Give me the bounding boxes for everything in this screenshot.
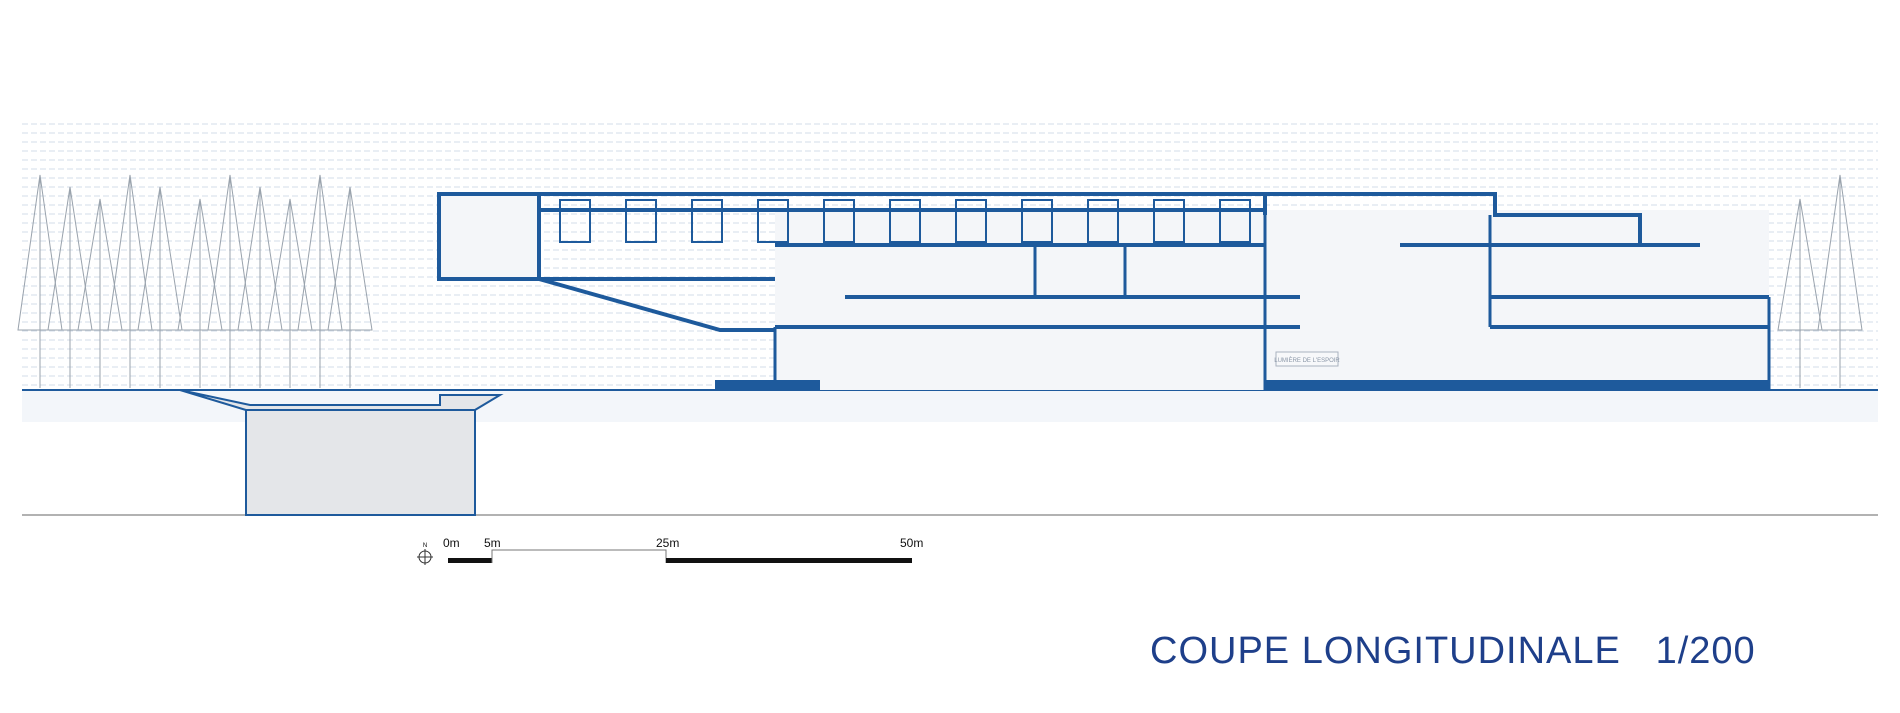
tree: [137, 186, 183, 388]
building: [437, 192, 1771, 390]
tree: [207, 174, 253, 388]
tree: [17, 174, 63, 388]
tree: [267, 198, 313, 388]
lumiere-sign: LUMIÈRE DE L'ESPOIR: [1274, 351, 1340, 367]
roof-bay: [757, 199, 789, 243]
roof-bay: [691, 199, 723, 243]
roof-bay: [1087, 199, 1119, 243]
scale-label-25: 25m: [656, 536, 680, 550]
roof-bay: [625, 199, 657, 243]
tree: [77, 198, 123, 388]
trees-left: [17, 174, 1863, 388]
tree: [1777, 198, 1823, 388]
scale-bar: [448, 549, 912, 563]
north-label: N: [423, 543, 427, 549]
scale-label-50: 50m: [900, 536, 924, 550]
scale-text: 1/200: [1655, 630, 1756, 672]
drawing-title: COUPE LONGITUDINALE 1/200: [1150, 630, 1756, 673]
roof-bay: [1219, 199, 1251, 243]
roof-bay: [1021, 199, 1053, 243]
title-text: COUPE LONGITUDINALE: [1150, 630, 1621, 672]
tree: [327, 186, 373, 388]
tree: [297, 174, 343, 388]
sign-text: LUMIÈRE DE L'ESPOIR: [1274, 357, 1340, 364]
tree: [237, 186, 283, 388]
tree: [177, 198, 223, 388]
roof-bay: [889, 199, 921, 243]
scale-label-5: 5m: [484, 536, 501, 550]
north-arrow-icon: N: [417, 543, 433, 565]
tree: [47, 186, 93, 388]
roof-bay: [559, 199, 591, 243]
roof-bay: [955, 199, 987, 243]
roof-bay: [1153, 199, 1185, 243]
tree: [107, 174, 153, 388]
scale-label-0: 0m: [443, 536, 460, 550]
roof-bay: [823, 199, 855, 243]
tree: [1817, 174, 1863, 388]
